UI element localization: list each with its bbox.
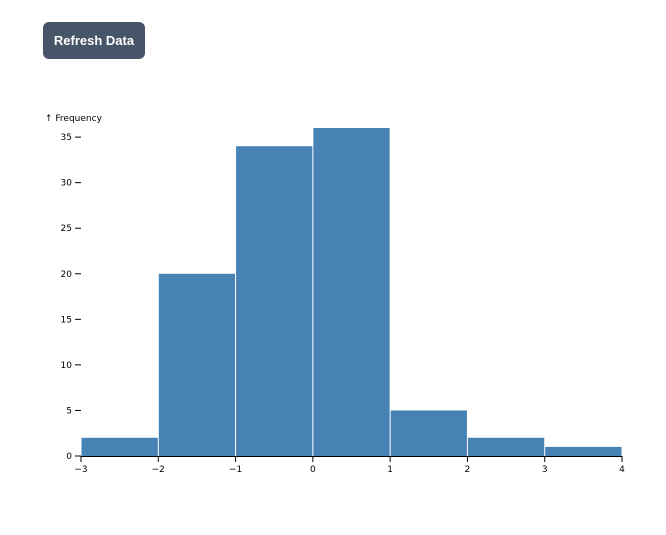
x-axis: −3 −2 −1 0 1 2 3 4 (74, 456, 625, 475)
histogram-bar-0 (81, 437, 158, 456)
y-tick-label: 25 (61, 224, 72, 234)
histogram-bar-2 (236, 146, 313, 456)
y-tick-label: 5 (66, 406, 72, 416)
refresh-data-button[interactable]: Refresh Data (43, 22, 145, 59)
x-tick-label: 0 (310, 465, 316, 475)
x-tick-label: 2 (465, 465, 471, 475)
histogram-bar-4 (390, 410, 467, 456)
x-tick-label: −2 (152, 465, 165, 475)
histogram-bar-3 (313, 128, 390, 456)
histogram-bar-6 (545, 446, 622, 456)
histogram-bar-1 (158, 273, 236, 456)
y-tick-label: 0 (66, 452, 72, 462)
x-tick-label: −1 (229, 465, 242, 475)
y-tick-label: 15 (61, 315, 72, 325)
y-axis-title: ↑ Frequency (45, 114, 103, 124)
x-tick-label: 1 (387, 465, 393, 475)
bars-group (81, 128, 622, 456)
x-tick-label: 3 (542, 465, 548, 475)
x-tick-label: −3 (74, 465, 87, 475)
y-tick-label: 35 (61, 133, 72, 143)
y-tick-label: 10 (61, 361, 73, 371)
histogram-bar-5 (467, 437, 545, 456)
y-tick-label: 20 (61, 270, 73, 280)
x-tick-label: 4 (619, 465, 625, 475)
y-axis: 0 5 10 15 20 25 30 35 (61, 133, 81, 462)
y-tick-label: 30 (61, 179, 73, 189)
